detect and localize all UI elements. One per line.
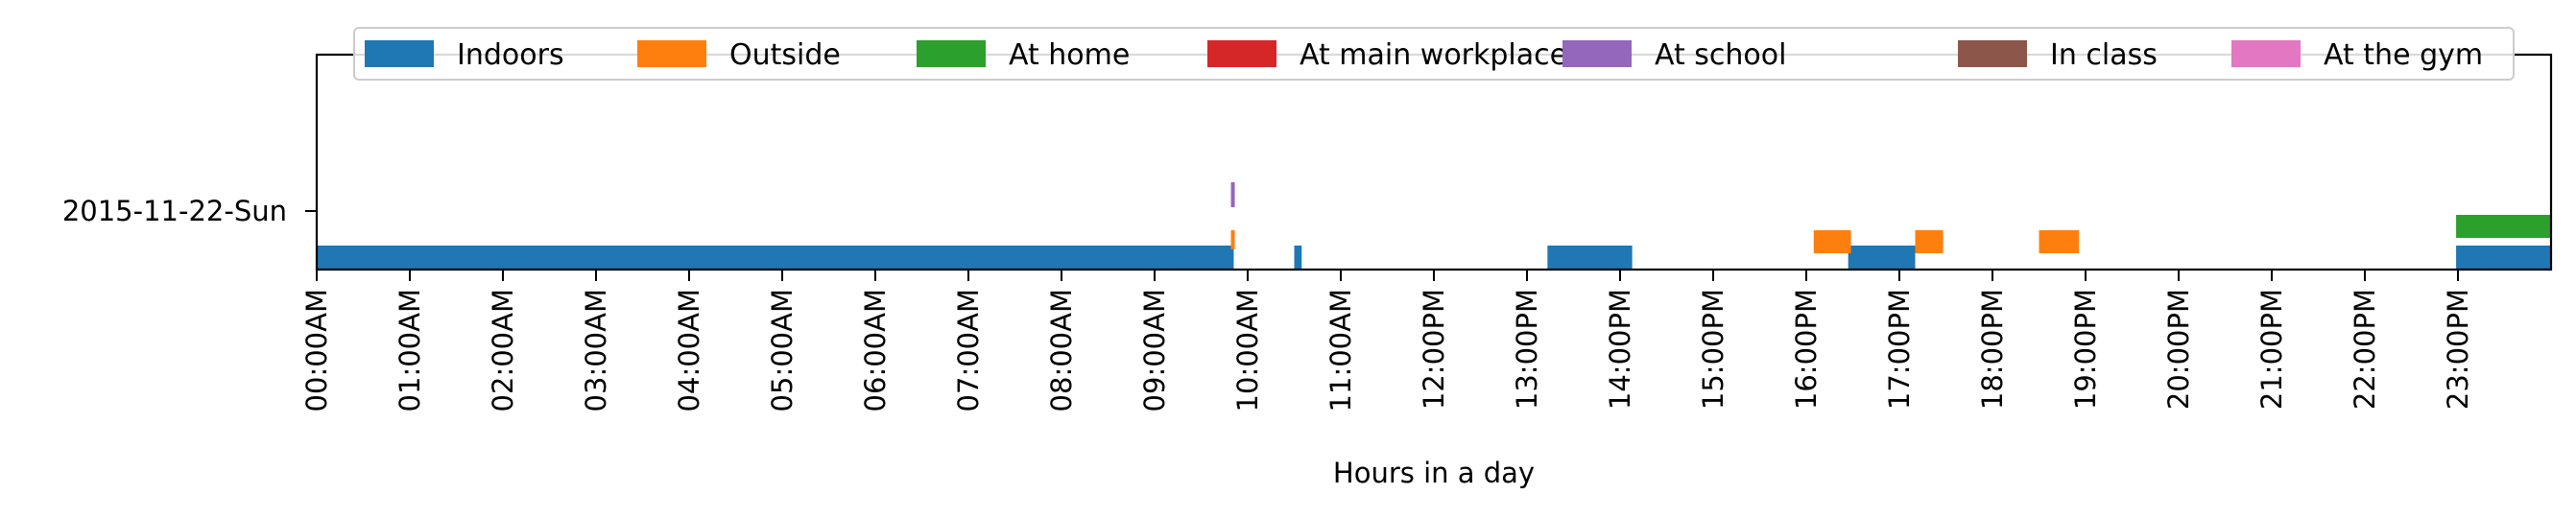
x-tick-label: 05:00AM — [766, 289, 799, 412]
activity-bar — [1230, 182, 1235, 207]
legend-label: At the gym — [2324, 38, 2483, 72]
x-tick-label: 19:00PM — [2069, 289, 2102, 410]
x-axis-label: Hours in a day — [1333, 457, 1535, 489]
activity-bar — [317, 246, 1234, 271]
x-tick-label: 02:00AM — [487, 289, 519, 412]
y-tick-label: 2015-11-22-Sun — [62, 195, 287, 227]
legend-label: At school — [1655, 38, 1786, 72]
x-tick-label: 21:00PM — [2255, 289, 2288, 410]
x-tick-label: 06:00AM — [859, 289, 892, 412]
x-tick-label: 20:00PM — [2162, 289, 2195, 410]
activity-bar — [1813, 230, 1851, 253]
x-tick-label: 17:00PM — [1883, 289, 1916, 410]
x-tick-label: 11:00AM — [1324, 289, 1357, 412]
x-tick-label: 09:00AM — [1138, 289, 1171, 412]
x-tick-label: 14:00PM — [1604, 289, 1636, 410]
legend-swatch — [917, 40, 986, 67]
y-axis: 2015-11-22-Sun — [62, 195, 317, 227]
activity-bar — [1230, 230, 1235, 249]
legend-label: In class — [2050, 38, 2158, 72]
legend: Indoors Outside At home At main workplace At… — [353, 27, 2515, 81]
legend-swatch — [1207, 40, 1276, 67]
legend-label: Indoors — [457, 38, 564, 72]
legend-swatch — [1562, 40, 1632, 67]
x-tick-label: 22:00PM — [2349, 289, 2381, 410]
x-tick-label: 04:00AM — [673, 289, 705, 412]
legend-label: At home — [1009, 38, 1130, 72]
activity-bar — [2456, 246, 2551, 271]
legend-swatch — [637, 40, 706, 67]
legend-swatch — [365, 40, 434, 67]
legend-label: At main workplace — [1300, 38, 1567, 72]
x-tick-label: 10:00AM — [1231, 289, 1264, 412]
x-tick-label: 03:00AM — [580, 289, 612, 412]
legend-label: Outside — [729, 38, 841, 72]
activity-bars — [317, 182, 2551, 271]
x-tick-label: 08:00AM — [1045, 289, 1078, 412]
activity-bar — [2039, 230, 2080, 253]
activity-bar — [1294, 246, 1302, 271]
activity-bar — [1547, 246, 1633, 271]
x-tick-label: 00:00AM — [300, 289, 333, 412]
x-tick-label: 15:00PM — [1697, 289, 1729, 410]
x-tick-label: 12:00PM — [1418, 289, 1450, 410]
plot-frame — [315, 53, 2553, 271]
legend-swatch — [1958, 40, 2027, 67]
activity-bar — [2456, 215, 2551, 238]
x-tick-label: 01:00AM — [394, 289, 426, 412]
x-tick-label: 23:00PM — [2442, 289, 2474, 410]
x-tick-label: 07:00AM — [952, 289, 985, 412]
x-tick-label: 18:00PM — [1976, 289, 2009, 410]
x-axis: 00:00AM 01:00AM 02:00AM 03:00AM 04:00AM 05:00… — [300, 270, 2474, 412]
activity-bar — [1848, 246, 1916, 271]
activity-bar — [1915, 230, 1944, 253]
legend-swatch — [2231, 40, 2301, 67]
x-tick-label: 13:00PM — [1511, 289, 1543, 410]
x-tick-label: 16:00PM — [1790, 289, 1823, 410]
